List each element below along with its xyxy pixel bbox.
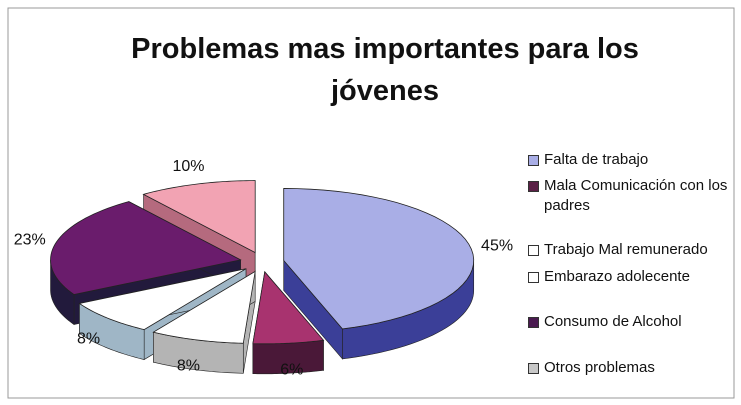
slice (142, 180, 256, 254)
legend-swatch (528, 363, 539, 374)
legend-item: Otros problemas (528, 358, 738, 378)
data-label: 6% (280, 361, 303, 378)
legend-label: Trabajo Mal remunerado (544, 241, 708, 258)
legend-label: Otros problemas (544, 359, 655, 376)
chart-frame (7, 7, 735, 399)
legend-label: Mala Comunicación con los padres (544, 177, 728, 214)
legend-item: Mala Comunicación con los padres (528, 176, 738, 216)
slice (252, 270, 325, 345)
legend-item: Falta de trabajo (528, 150, 738, 170)
legend-swatch (528, 181, 539, 192)
data-label: 8% (77, 331, 100, 348)
data-label: 23% (14, 231, 46, 248)
slice (78, 268, 247, 330)
legend-item: Consumo de Alcohol (528, 312, 738, 332)
legend-swatch (528, 272, 539, 283)
data-label: 8% (177, 357, 200, 374)
chart-title: Problemas mas importantes para los jóven… (131, 33, 639, 107)
legend-item: Trabajo Mal remunerado (528, 240, 738, 260)
legend-swatch (528, 245, 539, 256)
legend-swatch (528, 317, 539, 328)
legend-item: Embarazo adolecente (528, 267, 738, 287)
legend-label: Falta de trabajo (544, 151, 649, 168)
legend-label: Embarazo adolecente (544, 268, 690, 285)
data-label: 45% (481, 238, 513, 255)
legend-swatch (528, 155, 539, 166)
slice (50, 201, 242, 295)
slice (283, 188, 475, 330)
legend-label: Consumo de Alcohol (544, 313, 682, 330)
slice (152, 270, 256, 344)
data-label: 10% (172, 158, 204, 175)
